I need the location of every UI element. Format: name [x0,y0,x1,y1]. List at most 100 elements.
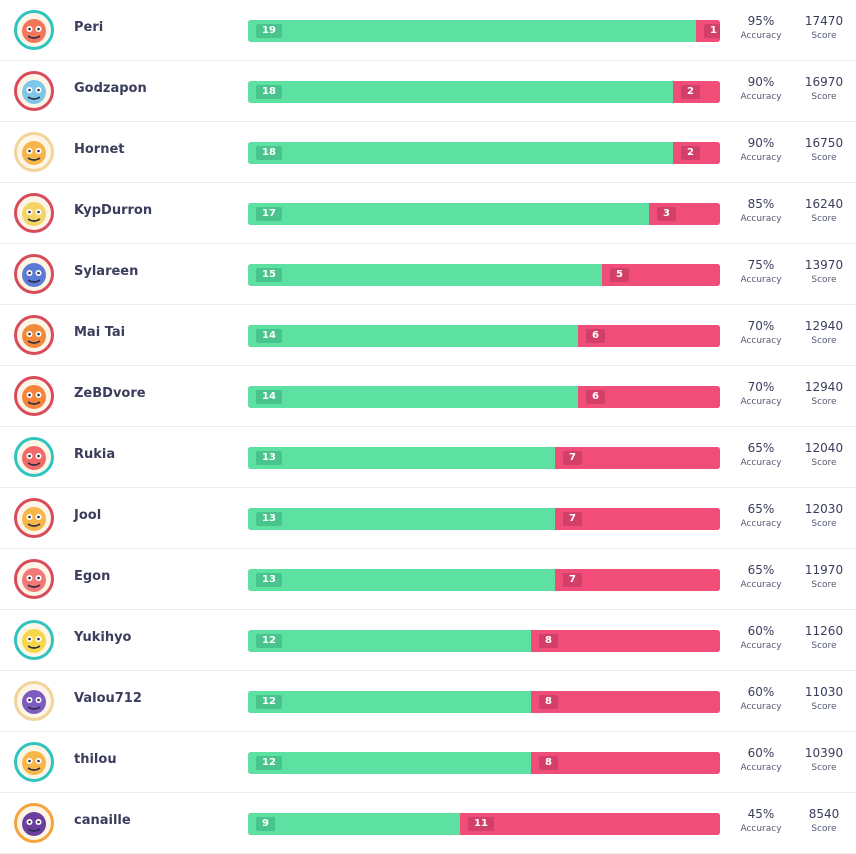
player-row-7[interactable]: ZeBDvore 14 6 70% Accuracy 12940 Score [0,366,856,427]
player-name: Godzapon [74,81,147,96]
player-name: Sylareen [74,264,139,279]
correct-count: 14 [256,390,282,404]
player-avatar [14,681,54,721]
score-value: 16750 [804,136,844,150]
wrong-count: 5 [610,268,629,282]
player-avatar [14,803,54,843]
correct-segment: 12 [248,752,531,774]
accuracy-value: 65% [747,563,775,577]
score-label: Score [811,153,837,163]
fox-monster-avatar [22,141,46,165]
score-label: Score [811,31,837,41]
score-value: 12030 [804,502,844,516]
correct-segment: 14 [248,386,578,408]
correct-count: 12 [256,634,282,648]
score-value: 12940 [804,380,844,394]
score-value: 17470 [804,14,844,28]
wrong-segment: 3 [649,203,720,225]
wrong-segment: 6 [578,386,720,408]
wrong-segment: 8 [531,630,720,652]
player-row-3[interactable]: Hornet 18 2 90% Accuracy 16750 Score [0,122,856,183]
answers-bar: 9 11 [248,813,720,835]
player-avatar [14,193,54,233]
score-label: Score [811,580,837,590]
player-name: Egon [74,569,111,584]
wrong-count: 7 [563,451,582,465]
player-row-11[interactable]: Yukihyo 12 8 60% Accuracy 11260 Score [0,610,856,671]
accuracy-value: 60% [747,624,775,638]
correct-segment: 14 [248,325,578,347]
accuracy-label: Accuracy [740,397,782,407]
player-name: thilou [74,752,117,767]
player-row-4[interactable]: KypDurron 17 3 85% Accuracy 16240 Score [0,183,856,244]
wrong-segment: 6 [578,325,720,347]
wrong-segment: 11 [460,813,720,835]
player-row-12[interactable]: Valou712 12 8 60% Accuracy 11030 Score [0,671,856,732]
score-label: Score [811,824,837,834]
player-row-1[interactable]: Peri 19 1 95% Accuracy 17470 Score [0,0,856,61]
answers-bar: 18 2 [248,142,720,164]
score-value: 11260 [804,624,844,638]
player-row-8[interactable]: Rukia 13 7 65% Accuracy 12040 Score [0,427,856,488]
player-name: Rukia [74,447,116,462]
jar-monster-avatar [22,324,46,348]
orange-monster-avatar [22,385,46,409]
sunglasses-monster-avatar [22,751,46,775]
score-label: Score [811,336,837,346]
wrong-count: 1 [704,24,720,38]
player-row-6[interactable]: Mai Tai 14 6 70% Accuracy 12940 Score [0,305,856,366]
answers-bar: 12 8 [248,630,720,652]
player-row-2[interactable]: Godzapon 18 2 90% Accuracy 16970 Score [0,61,856,122]
answers-bar: 14 6 [248,325,720,347]
score-value: 13970 [804,258,844,272]
wrong-count: 2 [681,85,700,99]
wrong-segment: 8 [531,691,720,713]
answers-bar: 19 1 [248,20,720,42]
player-row-13[interactable]: thilou 12 8 60% Accuracy 10390 Score [0,732,856,793]
player-avatar [14,71,54,111]
score-value: 12940 [804,319,844,333]
shark-avatar [22,80,46,104]
answers-bar: 12 8 [248,691,720,713]
correct-segment: 13 [248,569,555,591]
player-row-5[interactable]: Sylareen 15 5 75% Accuracy 13970 Score [0,244,856,305]
accuracy-value: 65% [747,502,775,516]
answers-bar: 14 6 [248,386,720,408]
score-label: Score [811,702,837,712]
score-label: Score [811,763,837,773]
player-row-10[interactable]: Egon 13 7 65% Accuracy 11970 Score [0,549,856,610]
purple-monster-avatar [22,690,46,714]
answers-bar: 13 7 [248,569,720,591]
accuracy-label: Accuracy [740,153,782,163]
wrong-segment: 5 [602,264,720,286]
accuracy-value: 70% [747,319,775,333]
wrong-segment: 7 [555,569,720,591]
accuracy-value: 60% [747,685,775,699]
answers-bar: 13 7 [248,447,720,469]
score-value: 8540 [808,807,840,821]
accuracy-label: Accuracy [740,275,782,285]
correct-count: 18 [256,146,282,160]
accuracy-label: Accuracy [740,580,782,590]
accuracy-label: Accuracy [740,214,782,224]
accuracy-label: Accuracy [740,92,782,102]
correct-segment: 12 [248,691,531,713]
player-avatar [14,10,54,50]
correct-count: 15 [256,268,282,282]
snail-avatar [22,446,46,470]
score-label: Score [811,214,837,224]
score-label: Score [811,92,837,102]
correct-count: 18 [256,85,282,99]
player-row-14[interactable]: canaille 9 11 45% Accuracy 8540 Score [0,793,856,854]
score-value: 12040 [804,441,844,455]
player-avatar [14,376,54,416]
player-row-9[interactable]: Jool 13 7 65% Accuracy 12030 Score [0,488,856,549]
correct-count: 12 [256,695,282,709]
correct-segment: 18 [248,81,673,103]
wrong-count: 7 [563,512,582,526]
correct-segment: 18 [248,142,673,164]
score-label: Score [811,275,837,285]
wrong-segment: 2 [673,81,720,103]
score-value: 16970 [804,75,844,89]
player-avatar [14,254,54,294]
